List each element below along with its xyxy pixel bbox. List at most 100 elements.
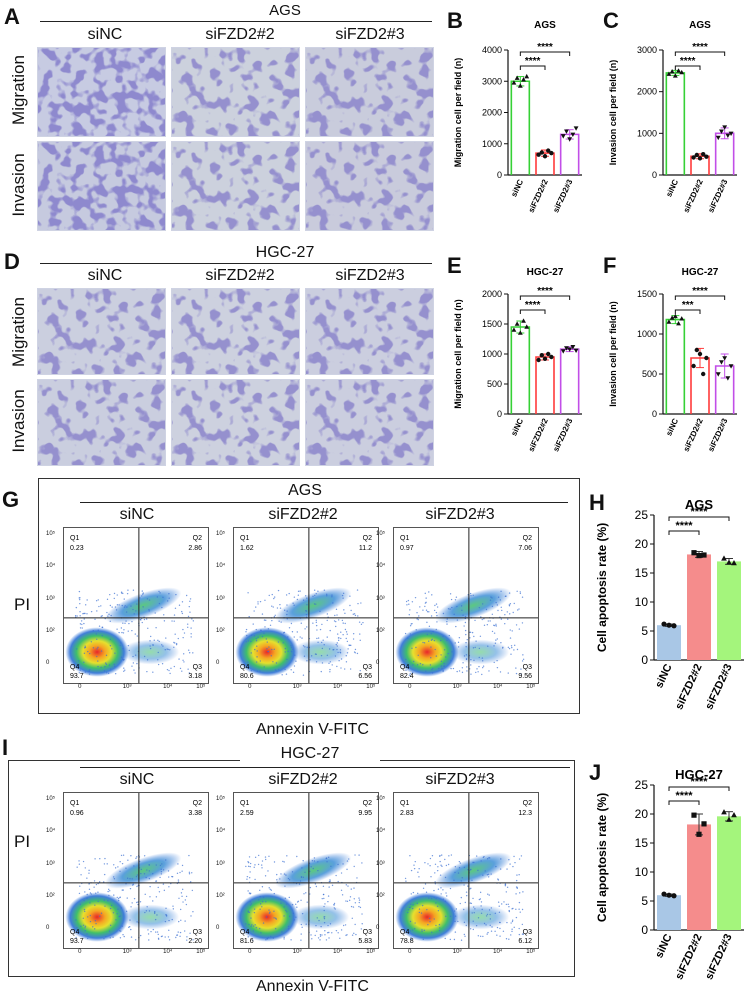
event-dot	[506, 611, 509, 613]
y-axis-label: Migration cell per field (n)	[453, 299, 463, 409]
event-dot	[495, 625, 498, 627]
data-point	[514, 321, 520, 326]
cell-population-apoptotic	[435, 852, 512, 889]
event-dot	[116, 594, 118, 596]
event-dot	[315, 930, 318, 932]
event-dot	[306, 901, 308, 903]
event-dot	[447, 608, 450, 610]
micrograph-hgc27-sifzd2-2-invasion	[171, 379, 300, 466]
event-dot	[518, 933, 521, 936]
event-dot	[494, 912, 497, 915]
event-dot	[264, 858, 267, 861]
event-dot	[335, 643, 337, 646]
event-dot	[157, 937, 160, 939]
event-dot	[472, 928, 475, 931]
event-dot	[431, 668, 433, 671]
event-dot	[167, 936, 170, 938]
flow-x-tick: 0	[408, 949, 412, 955]
event-dot	[469, 637, 471, 639]
chart-j-title: HGC-27	[675, 767, 723, 782]
x-tick-label: siFZD2#3	[551, 417, 574, 454]
event-dot	[100, 666, 102, 668]
event-dot	[120, 627, 123, 629]
event-dot	[254, 924, 256, 926]
panel-label-j: J	[589, 760, 602, 785]
event-dot	[175, 643, 178, 646]
event-dot	[249, 904, 252, 906]
event-dot	[417, 871, 419, 873]
event-dot	[113, 864, 115, 866]
event-dot	[511, 930, 513, 933]
event-dot	[168, 669, 170, 672]
event-dot	[315, 603, 317, 605]
event-dot	[245, 664, 247, 666]
event-dot	[305, 892, 307, 894]
event-dot	[94, 618, 96, 620]
event-dot	[132, 589, 135, 591]
y-tick-label: 1000	[637, 128, 657, 138]
event-dot	[154, 612, 156, 614]
event-dot	[351, 917, 353, 920]
event-dot	[323, 921, 326, 924]
event-dot	[140, 868, 143, 871]
event-dot	[465, 654, 468, 656]
event-dot	[136, 901, 138, 904]
event-dot	[353, 613, 356, 615]
event-dot	[157, 659, 159, 661]
event-dot	[288, 592, 290, 595]
event-dot	[325, 857, 328, 859]
event-dot	[474, 646, 476, 649]
q3-value: 6.12	[518, 938, 532, 945]
event-dot	[83, 899, 85, 902]
data-point	[697, 351, 703, 357]
data-point	[564, 129, 569, 134]
significance-bracket	[668, 530, 700, 535]
x-tick-label: siFZD2#3	[703, 662, 735, 711]
event-dot	[442, 898, 445, 900]
flow-plot-hgc27-sifzd2-2: Q1 2.59 Q2 9.95 Q4 81.6 Q3 5.83	[233, 792, 379, 949]
event-dot	[422, 609, 424, 611]
panel-label-h: H	[589, 490, 605, 515]
event-dot	[463, 625, 465, 627]
event-dot	[407, 599, 410, 602]
data-point	[696, 553, 702, 559]
event-dot	[95, 599, 98, 602]
panel-i-sample-1: siNC	[119, 771, 155, 788]
bar-sinc	[665, 318, 686, 414]
event-dot	[329, 661, 332, 663]
event-dot	[344, 612, 346, 615]
y-tick-label: 0	[641, 653, 648, 667]
event-dot	[122, 889, 124, 891]
event-dot	[511, 646, 513, 649]
event-dot	[108, 664, 111, 666]
event-dot	[411, 622, 413, 625]
event-dot	[95, 922, 97, 925]
event-dot	[177, 863, 179, 865]
data-point	[669, 69, 675, 74]
event-dot	[493, 661, 495, 664]
event-dot	[334, 908, 336, 910]
cell-population-early	[451, 639, 510, 665]
event-dot	[463, 933, 466, 936]
event-dot	[103, 881, 105, 883]
event-dot	[157, 886, 159, 889]
event-dot	[434, 863, 437, 865]
event-dot	[157, 933, 159, 936]
event-dot	[89, 892, 92, 894]
event-dot	[329, 880, 331, 882]
event-dot	[264, 599, 266, 601]
event-dot	[501, 609, 503, 612]
flow-x-tick: 0	[248, 949, 252, 955]
y-tick-label: 25	[635, 508, 649, 522]
event-dot	[465, 658, 468, 660]
event-dot	[141, 621, 143, 624]
event-dot	[121, 925, 124, 927]
event-dot	[302, 674, 305, 676]
event-dot	[314, 653, 317, 655]
event-dot	[424, 883, 427, 885]
event-dot	[454, 915, 457, 917]
event-dot	[97, 646, 99, 649]
event-dot	[487, 873, 490, 876]
event-dot	[301, 926, 303, 928]
data-point	[573, 126, 579, 131]
